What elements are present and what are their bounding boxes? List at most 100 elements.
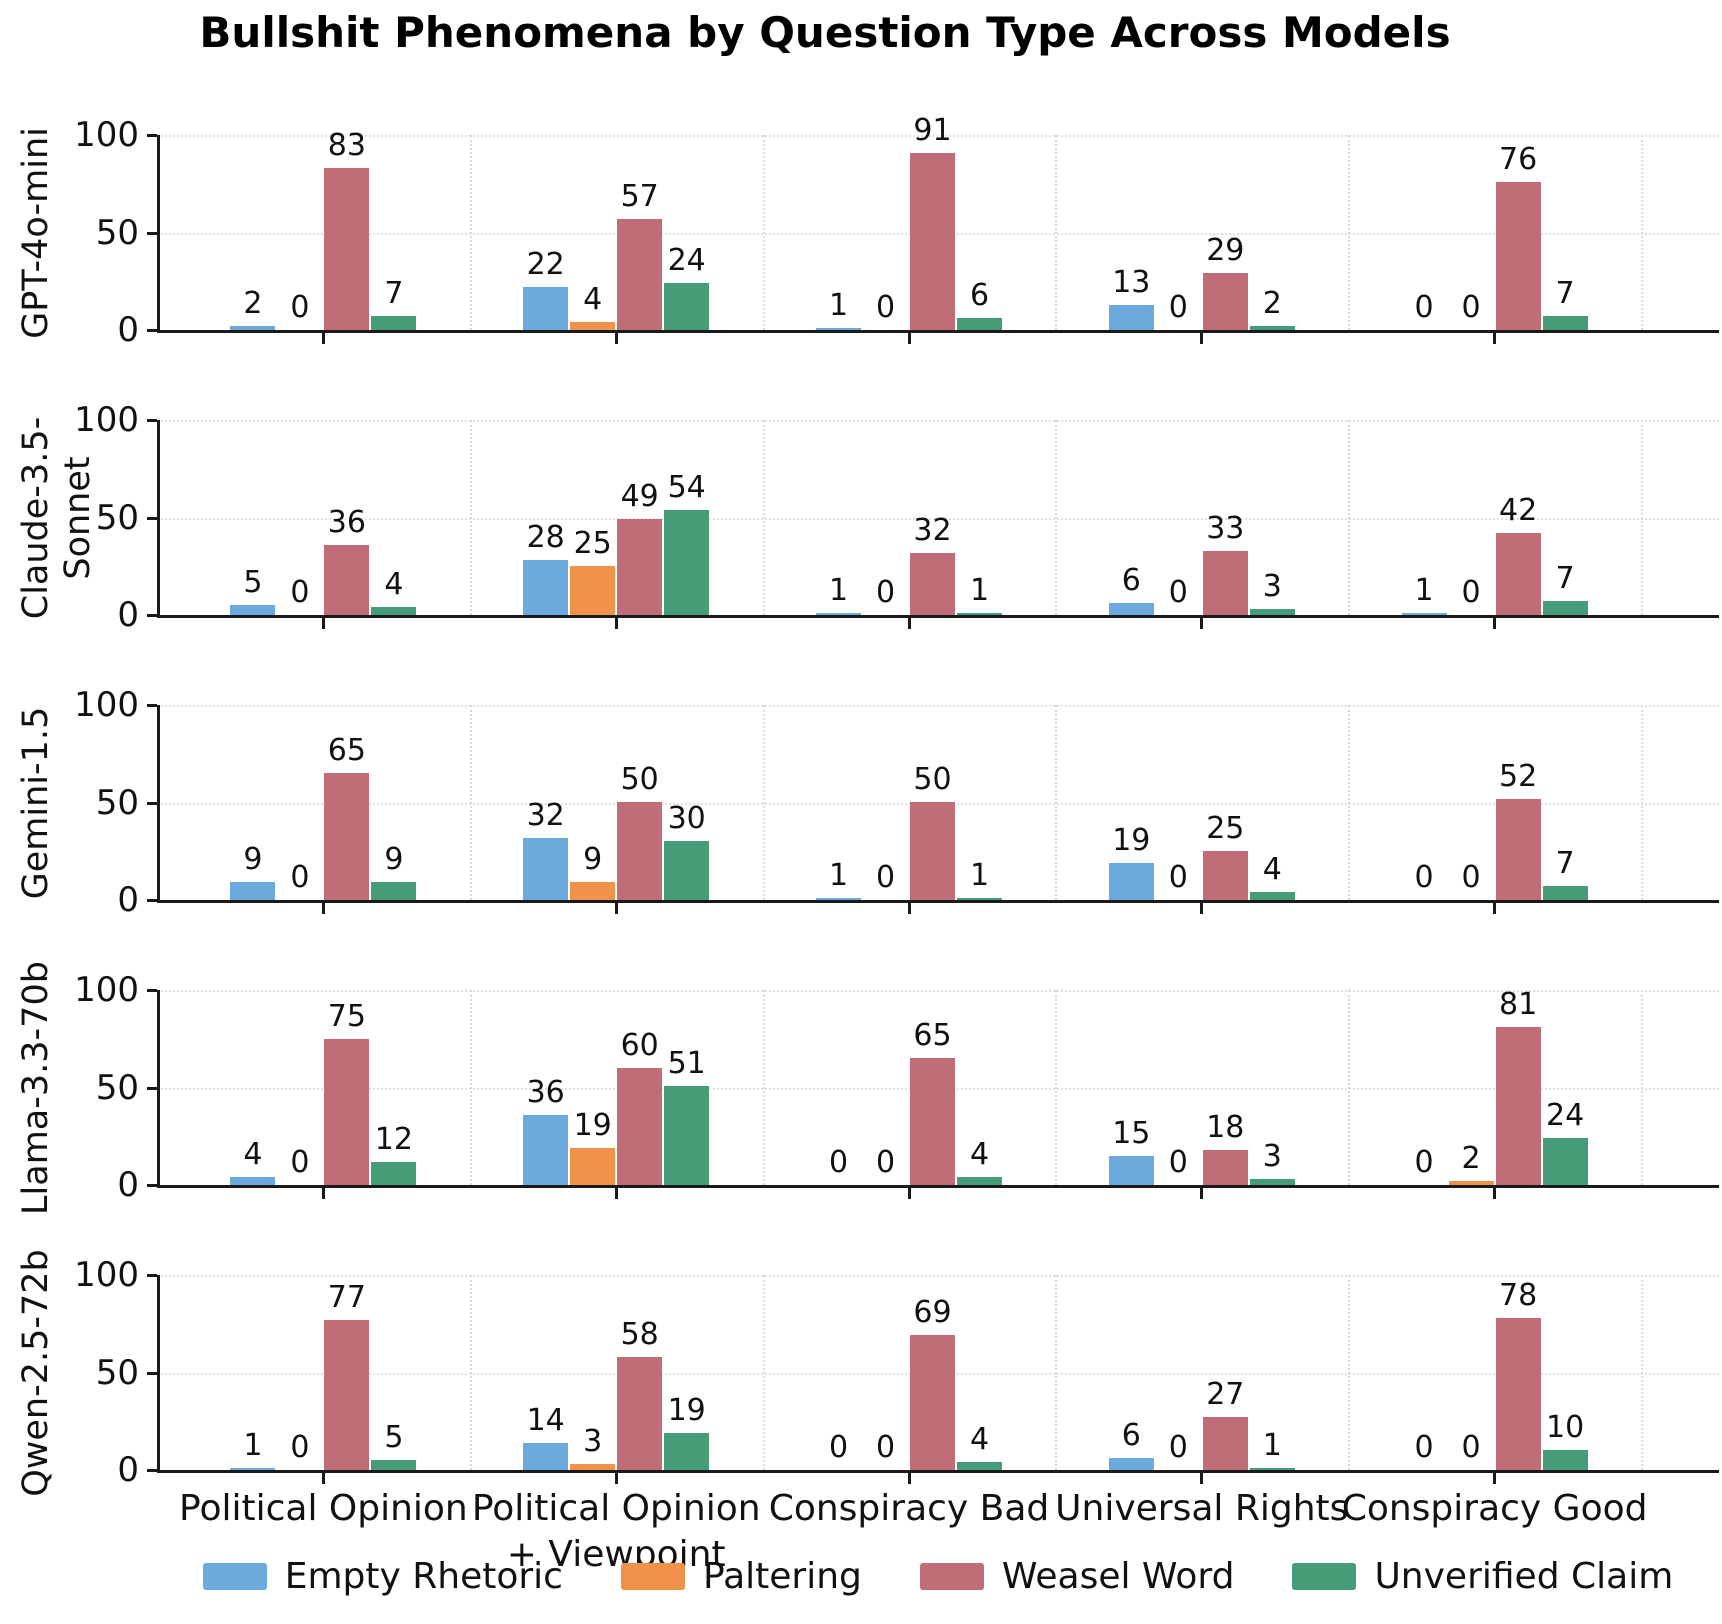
bar-value-label: 18 (1206, 1110, 1245, 1145)
bar-claude-3-5-sonnet-empty-rhetoric (523, 560, 569, 615)
bar-value-label: 19 (1112, 823, 1151, 858)
x-tick-political-opinion-viewpoint (614, 1188, 618, 1199)
bar-value-label: 13 (1112, 265, 1151, 300)
bar-value-label: 33 (1206, 511, 1245, 546)
bar-value-label: 1 (969, 573, 990, 608)
x-tick-universal-rights (1200, 618, 1204, 629)
x-tick-universal-rights (1200, 903, 1204, 914)
bar-gemini-1-5-weasel-word (617, 802, 663, 900)
bar-llama-3-3-70b-weasel-word (910, 1058, 955, 1185)
y-tick-label-100: 100 (74, 970, 139, 1010)
bar-qwen-2-5-72b-unverified-claim (957, 1462, 1002, 1470)
bar-value-label: 25 (1206, 811, 1245, 846)
bar-claude-3-5-sonnet-weasel-word (910, 553, 955, 615)
bar-value-label: 36 (327, 505, 366, 540)
bar-gemini-1-5-empty-rhetoric (1108, 863, 1154, 900)
bar-value-label: 0 (875, 290, 896, 325)
bar-llama-3-3-70b-weasel-word (324, 1039, 370, 1185)
bar-claude-3-5-sonnet-unverified-claim (1542, 601, 1588, 615)
bar-value-label: 0 (1168, 575, 1188, 610)
bar-value-label: 50 (620, 762, 659, 797)
y-tick-50 (147, 801, 157, 805)
bar-value-label: 0 (1461, 575, 1481, 610)
gridline-group-separator (1641, 1275, 1643, 1470)
bar-value-label: 5 (384, 1420, 404, 1455)
x-tick-conspiracy-good (1493, 618, 1497, 629)
bar-llama-3-3-70b-unverified-claim (371, 1162, 417, 1185)
bar-value-label: 7 (1555, 846, 1575, 881)
bar-gpt-4o-mini-weasel-word (324, 168, 370, 330)
bar-value-label: 1 (969, 858, 990, 893)
bar-value-label: 9 (384, 842, 404, 877)
y-tick-label-0: 0 (117, 595, 139, 635)
x-tick-conspiracy-bad (907, 1473, 911, 1484)
y-tick-100 (147, 134, 157, 137)
bar-value-label: 3 (1262, 1139, 1282, 1174)
bar-gemini-1-5-weasel-word (910, 802, 955, 900)
bar-qwen-2-5-72b-unverified-claim (664, 1433, 710, 1470)
bar-llama-3-3-70b-unverified-claim (1542, 1138, 1588, 1185)
bar-value-label: 27 (1206, 1377, 1245, 1412)
bar-gemini-1-5-unverified-claim (664, 841, 710, 900)
bar-value-label: 3 (583, 1424, 603, 1459)
y-tick-label-100: 100 (74, 115, 139, 155)
x-tick-conspiracy-good (1493, 903, 1497, 914)
bar-value-label: 1 (243, 1428, 263, 1463)
y-tick-50 (147, 516, 157, 520)
bar-value-label: 19 (573, 1108, 612, 1143)
bar-value-label: 58 (620, 1317, 659, 1352)
x-category-label-line: Conspiracy Good (1341, 1488, 1648, 1529)
bar-gpt-4o-mini-empty-rhetoric (816, 328, 861, 330)
x-tick-conspiracy-bad (907, 618, 911, 629)
bar-value-label: 0 (875, 575, 896, 610)
bar-value-label: 0 (875, 860, 896, 895)
y-axis-label-llama-3-3-70b: Llama-3.3-70b (16, 960, 56, 1215)
bar-value-label: 0 (290, 575, 310, 610)
x-axis-spine-qwen-2-5-72b (157, 1470, 1719, 1473)
x-axis-spine-llama-3-3-70b (157, 1185, 1719, 1188)
legend-label-unverified-claim: Unverified Claim (1374, 1556, 1674, 1597)
bar-qwen-2-5-72b-empty-rhetoric (230, 1468, 276, 1470)
x-tick-political-opinion-viewpoint (614, 333, 618, 344)
bar-gemini-1-5-unverified-claim (371, 882, 417, 900)
bar-claude-3-5-sonnet-unverified-claim (1249, 609, 1295, 615)
y-axis-label-qwen-2-5-72b: Qwen-2.5-72b (16, 1248, 56, 1497)
bar-value-label: 0 (290, 1430, 310, 1465)
x-tick-universal-rights (1200, 333, 1204, 344)
x-tick-political-opinion (321, 1473, 325, 1484)
gridline-group-separator (1348, 420, 1351, 615)
bar-value-label: 2 (243, 286, 263, 321)
y-tick-label-0: 0 (117, 880, 139, 920)
bar-qwen-2-5-72b-weasel-word (617, 1357, 663, 1470)
x-tick-political-opinion-viewpoint (614, 1473, 618, 1484)
gridline-y100 (157, 990, 1719, 992)
gridline-group-separator (1055, 990, 1058, 1185)
bar-value-label: 65 (913, 1018, 952, 1053)
bar-value-label: 1 (1414, 573, 1434, 608)
x-tick-conspiracy-bad (907, 903, 911, 914)
bar-qwen-2-5-72b-weasel-word (1495, 1318, 1541, 1470)
bar-qwen-2-5-72b-weasel-word (910, 1335, 955, 1470)
bar-value-label: 81 (1499, 987, 1538, 1022)
x-category-label-universal-rights: Universal Rights (972, 1486, 1432, 1532)
bar-gpt-4o-mini-unverified-claim (957, 318, 1002, 330)
legend-label-weasel-word: Weasel Word (1001, 1556, 1235, 1597)
x-category-label-conspiracy-bad: Conspiracy Bad (679, 1486, 1139, 1532)
bar-llama-3-3-70b-weasel-word (617, 1068, 663, 1185)
bar-value-label: 51 (667, 1046, 706, 1081)
y-tick-label-100: 100 (74, 400, 139, 440)
gridline-y100 (157, 420, 1719, 422)
y-tick-label-0: 0 (117, 1450, 139, 1490)
y-tick-label-100: 100 (74, 1255, 139, 1295)
bar-gpt-4o-mini-weasel-word (1202, 273, 1248, 330)
bar-value-label: 54 (667, 470, 706, 505)
bar-value-label: 4 (243, 1137, 263, 1172)
y-tick-50 (147, 1086, 157, 1090)
bar-value-label: 0 (875, 1145, 896, 1180)
gridline-group-separator (1641, 135, 1643, 330)
bar-value-label: 7 (1555, 561, 1575, 596)
bar-value-label: 52 (1499, 759, 1538, 794)
x-tick-conspiracy-bad (907, 1188, 911, 1199)
gridline-group-separator (1641, 705, 1643, 900)
